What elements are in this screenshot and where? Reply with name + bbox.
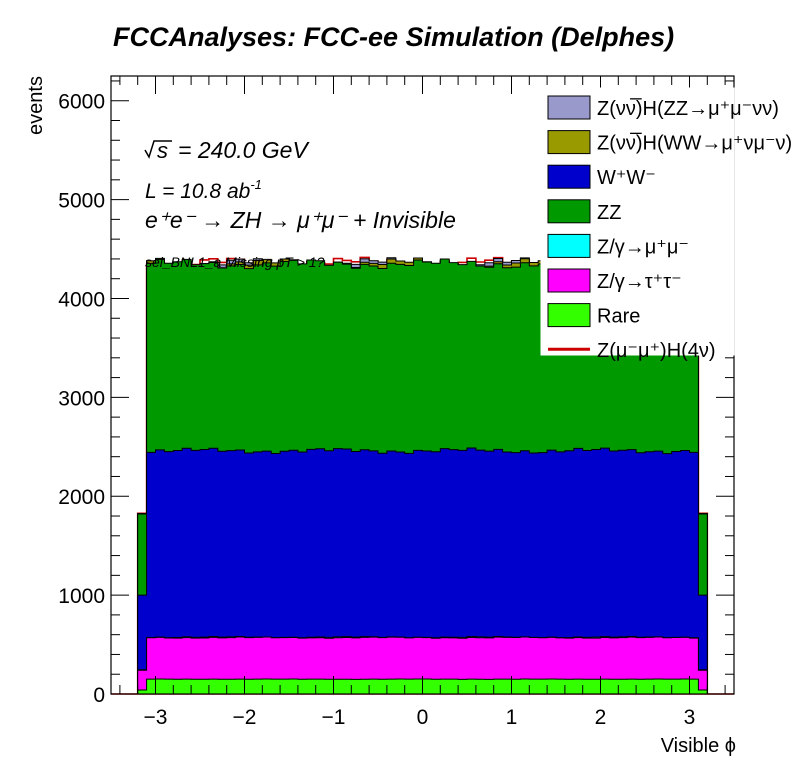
legend-label: W⁺W⁻ xyxy=(597,167,656,189)
legend-swatch xyxy=(547,233,591,258)
process-annotation: e⁺e⁻ → ZH → μ⁺μ⁻ + Invisible xyxy=(145,207,456,233)
legend-swatch xyxy=(547,130,591,155)
y-tick-label: 0 xyxy=(93,684,105,707)
legend: Z(νν̅)H(ZZ→μ⁺μ⁻νν) Z(νν̅)H(WW→μ⁺νμ⁻ν) W⁺W⁻… xyxy=(547,95,792,362)
y-tick-label: 4000 xyxy=(58,288,105,311)
y-tick-label: 3000 xyxy=(58,387,105,410)
y-tick-label: 5000 xyxy=(58,190,105,213)
x-tick-label: 2 xyxy=(595,706,607,729)
sqrt-s-var: s xyxy=(157,138,168,163)
x-tick-label: 3 xyxy=(684,706,696,729)
x-axis-label: Visible ϕ xyxy=(661,735,736,757)
energy-annotation: s = 240.0 GeV xyxy=(144,137,310,163)
legend-label: Z(νν̅)H(WW→μ⁺νμ⁻ν) xyxy=(597,132,792,155)
x-tick-label: −3 xyxy=(144,706,168,729)
x-tick-label: −1 xyxy=(322,706,346,729)
x-tick-label: 0 xyxy=(417,706,429,729)
legend-label: Rare xyxy=(597,306,640,328)
chart-title: FCCAnalyses: FCC-ee Simulation (Delphes) xyxy=(113,22,674,52)
legend-label: Z(νν̅)H(ZZ→μ⁺μ⁻νν) xyxy=(597,97,779,120)
legend-label: ZZ xyxy=(597,202,621,224)
x-axis: −3 −2 −1 0 1 2 3 xyxy=(119,76,726,729)
selection-annotation: sel_BNL1_a Missing pT > 1? xyxy=(145,254,325,270)
legend-swatch xyxy=(547,164,591,189)
legend-swatch xyxy=(547,95,591,120)
sqrt-symbol xyxy=(144,140,172,159)
lumi-annotation: L = 10.8 ab-1 xyxy=(145,177,262,203)
sqrt-s-value: = 240.0 GeV xyxy=(178,137,310,163)
y-tick-label: 2000 xyxy=(58,486,105,509)
stack-series-3 xyxy=(111,447,734,695)
y-axis-label: events xyxy=(25,76,47,135)
legend-swatch xyxy=(547,268,591,293)
y-tick-label: 6000 xyxy=(58,91,105,114)
plot-area xyxy=(111,256,734,695)
legend-swatch xyxy=(547,199,591,224)
x-tick-label: −2 xyxy=(233,706,257,729)
legend-swatch xyxy=(547,303,591,328)
y-tick-label: 1000 xyxy=(58,585,105,608)
legend-label: Z/γ→μ⁺μ⁻ xyxy=(597,236,689,258)
x-tick-label: 1 xyxy=(506,706,518,729)
legend-label: Z(μ⁻μ⁺)H(4ν) xyxy=(597,340,716,362)
legend-label: Z/γ→τ⁺τ⁻ xyxy=(597,271,682,293)
